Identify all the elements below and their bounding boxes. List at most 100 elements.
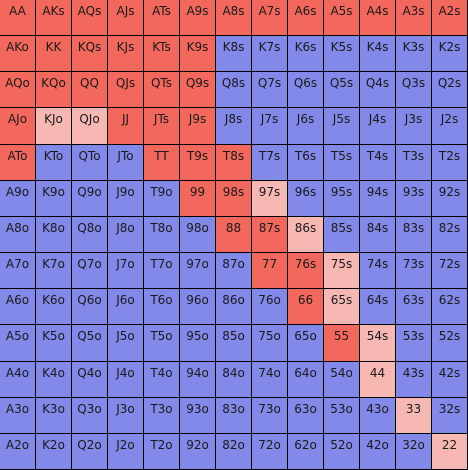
hand-cell[interactable]: A4o bbox=[0, 362, 35, 397]
hand-cell[interactable]: 86s bbox=[288, 217, 323, 252]
hand-cell[interactable]: AA bbox=[0, 0, 35, 35]
hand-cell[interactable]: A3o bbox=[0, 398, 35, 433]
hand-cell[interactable]: Q9s bbox=[180, 72, 215, 107]
hand-cell[interactable]: 73o bbox=[252, 398, 287, 433]
hand-cell[interactable]: J9o bbox=[108, 181, 143, 216]
hand-cell[interactable]: 74s bbox=[360, 253, 395, 288]
hand-cell[interactable]: 32o bbox=[396, 434, 431, 469]
hand-cell[interactable]: QTs bbox=[144, 72, 179, 107]
hand-cell[interactable]: 76o bbox=[252, 289, 287, 324]
hand-cell[interactable]: AQs bbox=[72, 0, 107, 35]
hand-cell[interactable]: K4o bbox=[36, 362, 71, 397]
hand-cell[interactable]: K5o bbox=[36, 325, 71, 361]
hand-cell[interactable]: TT bbox=[144, 145, 179, 180]
hand-cell[interactable]: KQo bbox=[36, 72, 71, 107]
hand-cell[interactable]: 72o bbox=[252, 434, 287, 469]
hand-cell[interactable]: J7o bbox=[108, 253, 143, 288]
hand-cell[interactable]: Q5o bbox=[72, 325, 107, 361]
hand-cell[interactable]: J4s bbox=[360, 108, 395, 144]
hand-cell[interactable]: T8s bbox=[216, 145, 251, 180]
hand-cell[interactable]: A6s bbox=[288, 0, 323, 35]
hand-cell[interactable]: 95s bbox=[324, 181, 359, 216]
hand-cell[interactable]: J6o bbox=[108, 289, 143, 324]
hand-cell[interactable]: 93o bbox=[180, 398, 215, 433]
hand-cell[interactable]: 43s bbox=[396, 362, 431, 397]
hand-cell[interactable]: JJ bbox=[108, 108, 143, 144]
hand-cell[interactable]: 85o bbox=[216, 325, 251, 361]
hand-cell[interactable]: 55 bbox=[324, 325, 359, 361]
hand-cell[interactable]: A9s bbox=[180, 0, 215, 35]
hand-cell[interactable]: J8s bbox=[216, 108, 251, 144]
hand-cell[interactable]: J2s bbox=[432, 108, 467, 144]
hand-cell[interactable]: KJo bbox=[36, 108, 71, 144]
hand-cell[interactable]: QTo bbox=[72, 145, 107, 180]
hand-cell[interactable]: 82s bbox=[432, 217, 467, 252]
hand-cell[interactable]: 94o bbox=[180, 362, 215, 397]
hand-cell[interactable]: AQo bbox=[0, 72, 35, 107]
hand-cell[interactable]: T5o bbox=[144, 325, 179, 361]
hand-cell[interactable]: 97s bbox=[252, 181, 287, 216]
hand-cell[interactable]: JTo bbox=[108, 145, 143, 180]
hand-cell[interactable]: 99 bbox=[180, 181, 215, 216]
hand-cell[interactable]: K9o bbox=[36, 181, 71, 216]
hand-cell[interactable]: T8o bbox=[144, 217, 179, 252]
hand-cell[interactable]: 83o bbox=[216, 398, 251, 433]
hand-cell[interactable]: 76s bbox=[288, 253, 323, 288]
hand-cell[interactable]: K7o bbox=[36, 253, 71, 288]
hand-cell[interactable]: 66 bbox=[288, 289, 323, 324]
hand-cell[interactable]: J3o bbox=[108, 398, 143, 433]
hand-cell[interactable]: K6o bbox=[36, 289, 71, 324]
hand-cell[interactable]: T4s bbox=[360, 145, 395, 180]
hand-cell[interactable]: K8o bbox=[36, 217, 71, 252]
hand-cell[interactable]: 42o bbox=[360, 434, 395, 469]
hand-cell[interactable]: 72s bbox=[432, 253, 467, 288]
hand-cell[interactable]: 87s bbox=[252, 217, 287, 252]
hand-cell[interactable]: 92o bbox=[180, 434, 215, 469]
hand-cell[interactable]: 82o bbox=[216, 434, 251, 469]
hand-cell[interactable]: T2o bbox=[144, 434, 179, 469]
hand-cell[interactable]: 62s bbox=[432, 289, 467, 324]
hand-cell[interactable]: 54o bbox=[324, 362, 359, 397]
hand-cell[interactable]: 65o bbox=[288, 325, 323, 361]
hand-cell[interactable]: Q2o bbox=[72, 434, 107, 469]
hand-cell[interactable]: A3s bbox=[396, 0, 431, 35]
hand-cell[interactable]: T9s bbox=[180, 145, 215, 180]
hand-cell[interactable]: Q6o bbox=[72, 289, 107, 324]
hand-cell[interactable]: A7s bbox=[252, 0, 287, 35]
hand-cell[interactable]: KJs bbox=[108, 36, 143, 71]
hand-cell[interactable]: 74o bbox=[252, 362, 287, 397]
hand-cell[interactable]: A5s bbox=[324, 0, 359, 35]
hand-cell[interactable]: 32s bbox=[432, 398, 467, 433]
hand-cell[interactable]: K2o bbox=[36, 434, 71, 469]
hand-cell[interactable]: T6s bbox=[288, 145, 323, 180]
hand-cell[interactable]: J4o bbox=[108, 362, 143, 397]
hand-cell[interactable]: J6s bbox=[288, 108, 323, 144]
hand-cell[interactable]: QJs bbox=[108, 72, 143, 107]
hand-cell[interactable]: 65s bbox=[324, 289, 359, 324]
hand-cell[interactable]: Q4o bbox=[72, 362, 107, 397]
hand-cell[interactable]: T3o bbox=[144, 398, 179, 433]
hand-cell[interactable]: Q2s bbox=[432, 72, 467, 107]
hand-cell[interactable]: 64s bbox=[360, 289, 395, 324]
hand-cell[interactable]: 86o bbox=[216, 289, 251, 324]
hand-cell[interactable]: 53s bbox=[396, 325, 431, 361]
hand-cell[interactable]: K9s bbox=[180, 36, 215, 71]
hand-cell[interactable]: 96s bbox=[288, 181, 323, 216]
hand-cell[interactable]: T7s bbox=[252, 145, 287, 180]
hand-cell[interactable]: 95o bbox=[180, 325, 215, 361]
hand-cell[interactable]: Q3s bbox=[396, 72, 431, 107]
hand-cell[interactable]: Q6s bbox=[288, 72, 323, 107]
hand-cell[interactable]: T7o bbox=[144, 253, 179, 288]
hand-cell[interactable]: ATs bbox=[144, 0, 179, 35]
hand-cell[interactable]: 96o bbox=[180, 289, 215, 324]
hand-cell[interactable]: 42s bbox=[432, 362, 467, 397]
hand-cell[interactable]: J3s bbox=[396, 108, 431, 144]
hand-cell[interactable]: AJs bbox=[108, 0, 143, 35]
hand-cell[interactable]: 52s bbox=[432, 325, 467, 361]
hand-cell[interactable]: K7s bbox=[252, 36, 287, 71]
hand-cell[interactable]: K3s bbox=[396, 36, 431, 71]
hand-cell[interactable]: K3o bbox=[36, 398, 71, 433]
hand-cell[interactable]: T5s bbox=[324, 145, 359, 180]
hand-cell[interactable]: Q8s bbox=[216, 72, 251, 107]
hand-cell[interactable]: 33 bbox=[396, 398, 431, 433]
